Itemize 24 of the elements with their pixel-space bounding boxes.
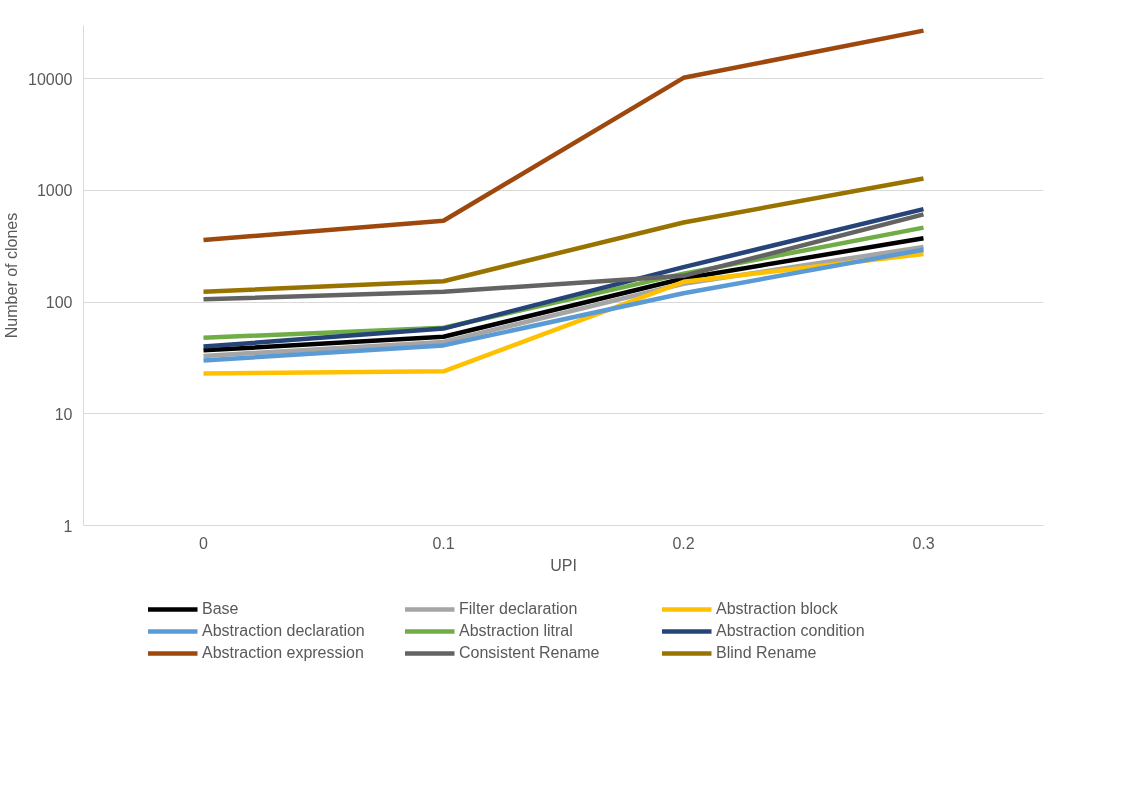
y-tick-label: 100	[45, 294, 73, 312]
legend-label: Base	[202, 600, 240, 618]
line-series	[201, 176, 926, 294]
legend-label: Blind Rename	[716, 644, 818, 662]
y-tick-label: 1	[63, 517, 73, 535]
legend-label: Abstraction condition	[716, 622, 866, 640]
legend-label: Abstraction declaration	[202, 622, 366, 640]
legend-label: Abstraction litral	[459, 622, 574, 640]
x-axis-title: UPI	[550, 556, 577, 574]
y-axis-title: Number of clones	[3, 212, 21, 339]
x-tick-label: 0.3	[912, 534, 935, 552]
line-series	[201, 212, 926, 302]
x-tick-label: 0	[199, 534, 209, 552]
y-tick-label: 10000	[28, 70, 73, 88]
line-series	[201, 28, 926, 243]
legend-label: Abstraction block	[716, 600, 839, 618]
y-tick-label: 1000	[36, 182, 73, 200]
line-series	[201, 206, 926, 349]
y-tick-label: 10	[54, 405, 73, 423]
legend-label: Filter declaration	[459, 600, 579, 618]
legend-label: Consistent Rename	[459, 644, 601, 662]
legend-label: Abstraction expression	[202, 644, 365, 662]
x-tick-label: 0.1	[432, 534, 455, 552]
x-tick-label: 0.2	[672, 534, 695, 552]
